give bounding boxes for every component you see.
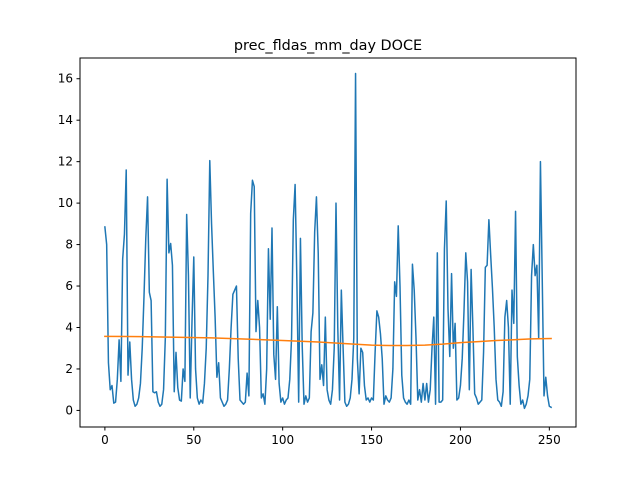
y-tick-label: 2	[65, 362, 73, 376]
y-tick-label: 0	[65, 403, 73, 417]
y-tick-label: 6	[65, 279, 73, 293]
chart-title: prec_fldas_mm_day DOCE	[234, 38, 422, 54]
y-tick-label: 14	[58, 113, 73, 127]
y-tick-label: 10	[58, 196, 73, 210]
x-tick-label: 250	[538, 433, 561, 447]
y-tick-label: 12	[58, 155, 73, 169]
x-tick-label: 0	[101, 433, 109, 447]
y-tick-label: 16	[58, 72, 73, 86]
y-tick-label: 8	[65, 238, 73, 252]
y-tick-label: 4	[65, 320, 73, 334]
x-tick-label: 150	[360, 433, 383, 447]
x-tick-label: 50	[186, 433, 201, 447]
x-tick-label: 100	[271, 433, 294, 447]
x-tick-label: 200	[449, 433, 472, 447]
